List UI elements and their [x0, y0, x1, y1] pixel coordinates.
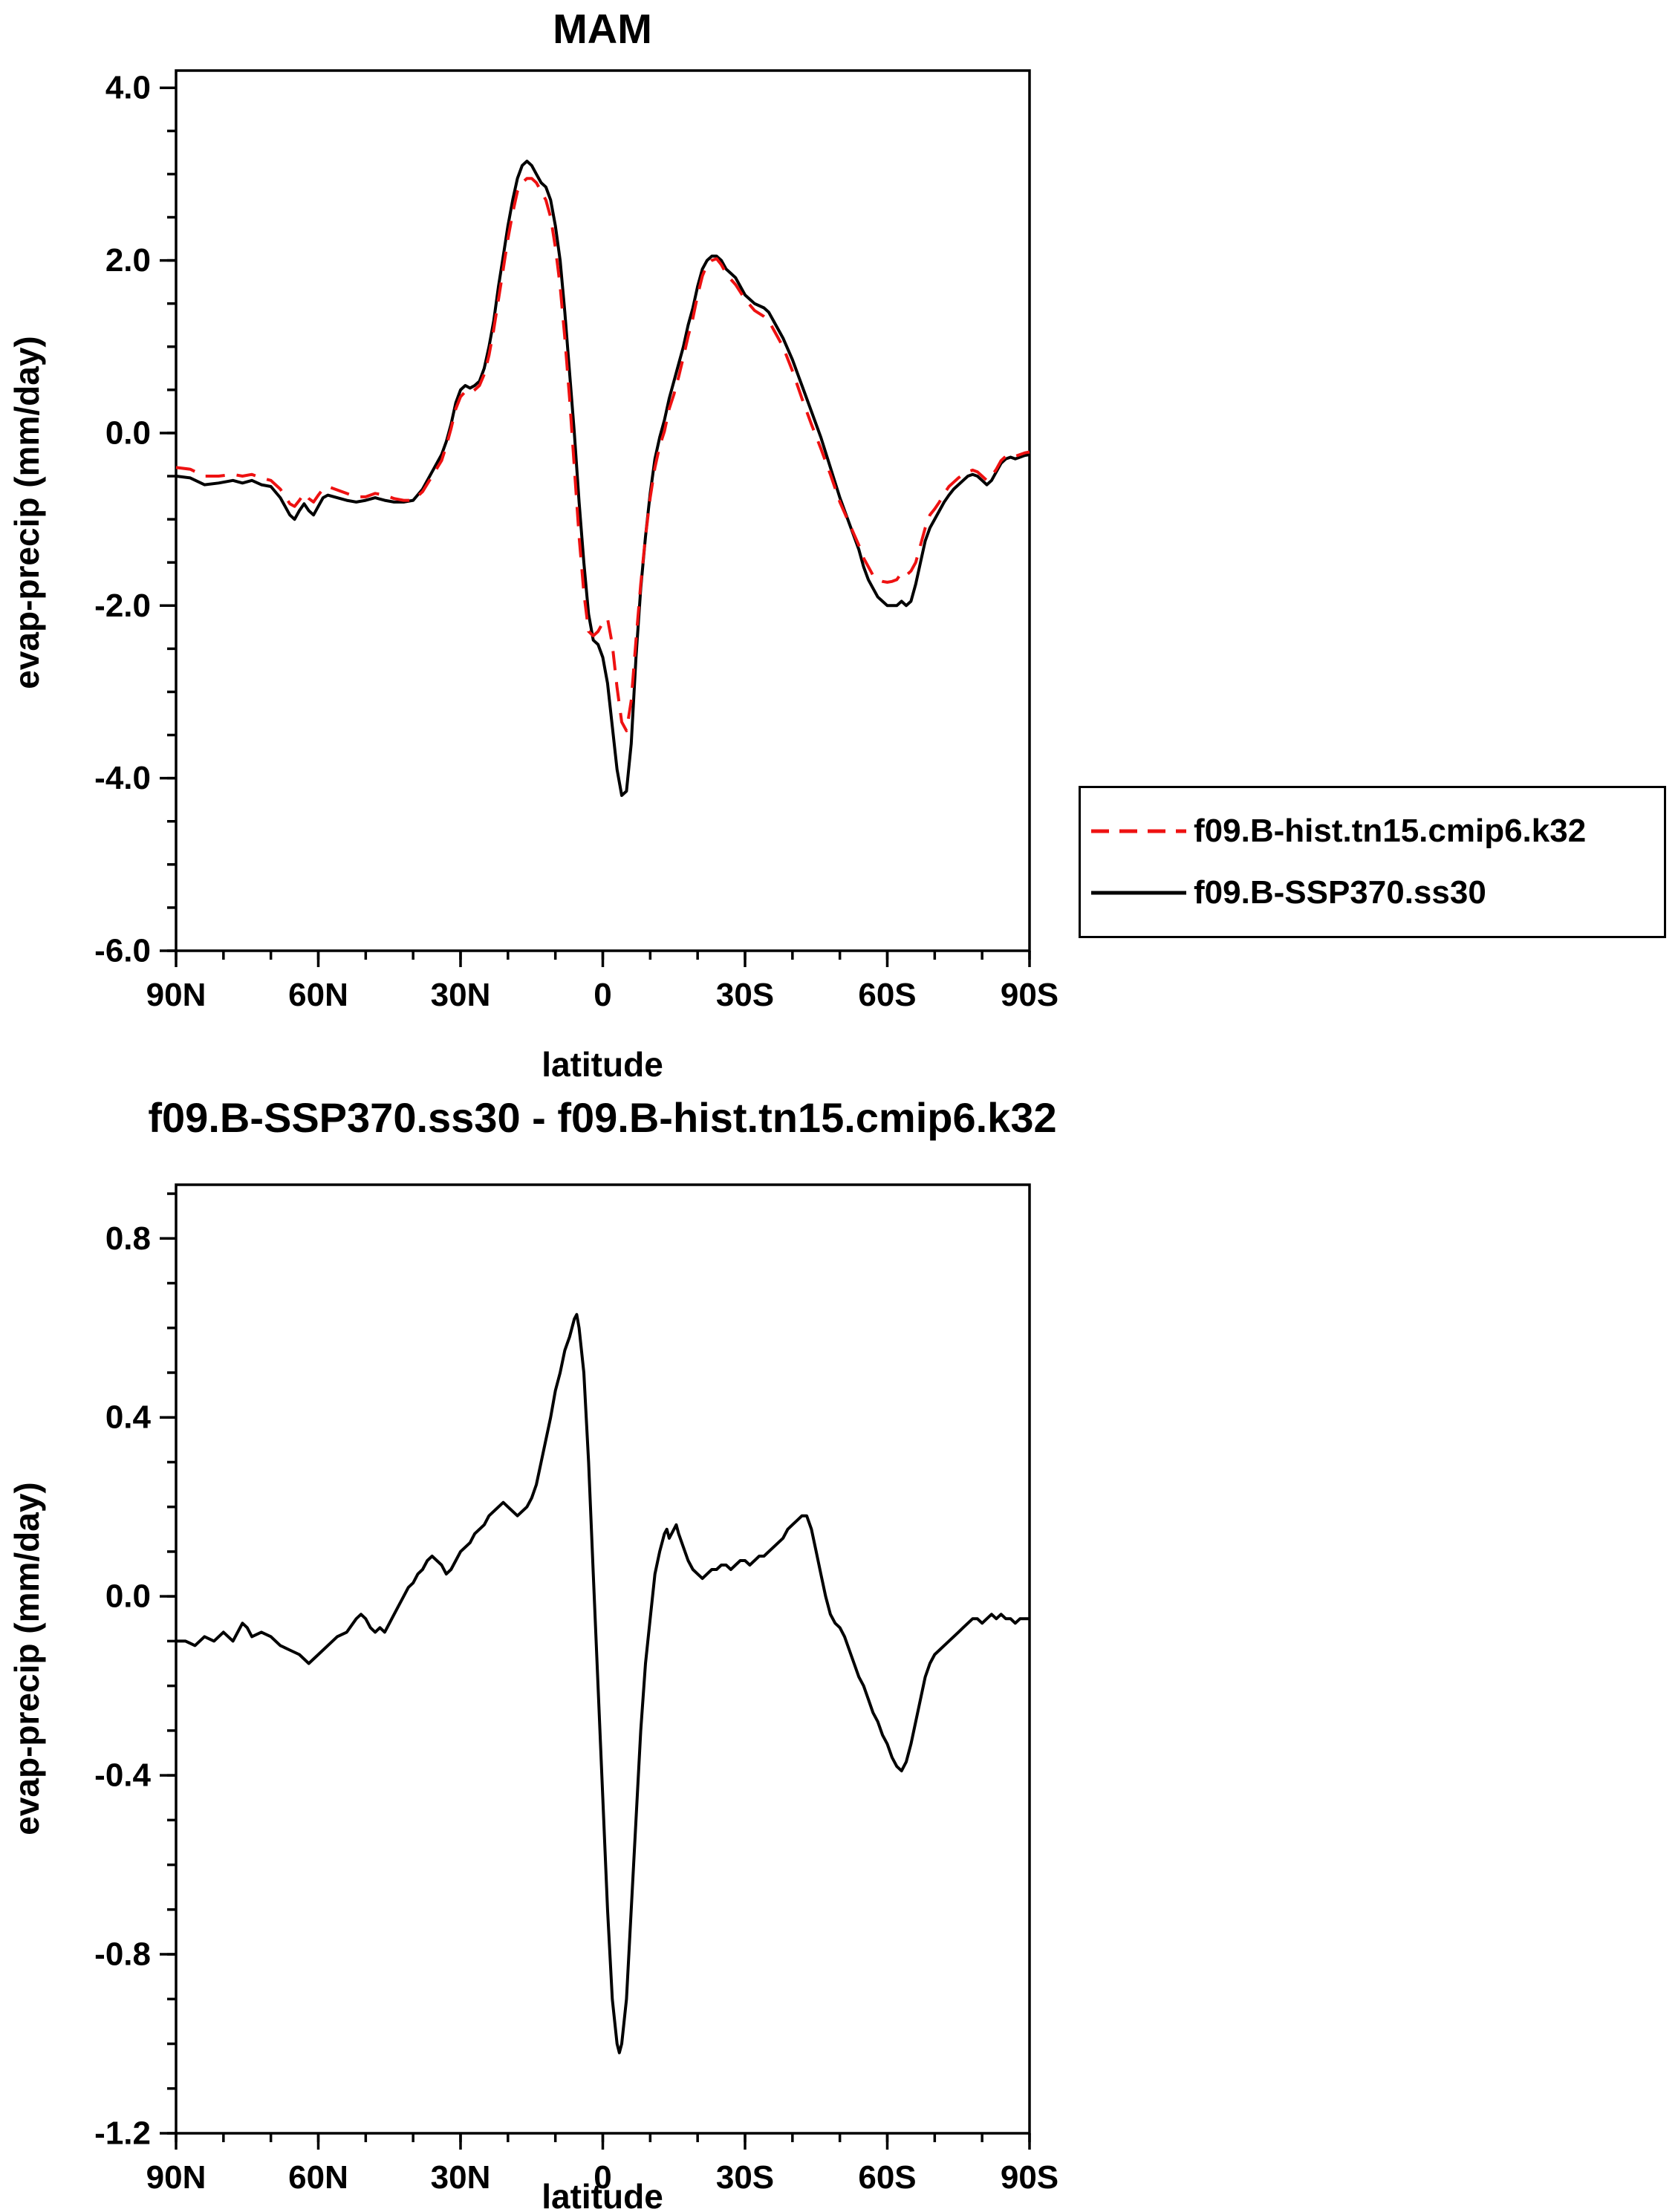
x-tick-label: 60S — [858, 977, 916, 1013]
chart1-x-axis-label: latitude — [542, 1045, 663, 1084]
y-tick-label: -4.0 — [94, 760, 151, 796]
x-tick-label: 60N — [288, 977, 348, 1013]
chart2-x-axis-label: latitude — [542, 2177, 663, 2212]
y-tick-label: -2.0 — [94, 588, 151, 624]
y-tick-label: 0.0 — [105, 1578, 151, 1615]
x-tick-label: 90N — [146, 977, 207, 1013]
y-tick-label: 0.4 — [105, 1399, 152, 1436]
y-tick-label: -0.4 — [94, 1757, 151, 1794]
y-tick-label: 4.0 — [105, 70, 151, 106]
y-tick-label: -6.0 — [94, 933, 151, 969]
chart2-title: f09.B-SSP370.ss30 - f09.B-hist.tn15.cmip… — [148, 1094, 1057, 1141]
series-line-solid — [176, 1312, 1030, 2055]
series-line-solid — [175, 160, 1030, 797]
legend-line-sample-dashed — [1091, 829, 1186, 833]
x-tick-label: 30N — [431, 977, 491, 1013]
x-tick-label: 30S — [716, 2159, 774, 2196]
y-tick-label: -0.8 — [94, 1936, 151, 1973]
x-tick-label: 60N — [288, 2159, 348, 2196]
legend-label-ssp370: f09.B-SSP370.ss30 — [1194, 874, 1486, 911]
legend-label-hist: f09.B-hist.tn15.cmip6.k32 — [1194, 813, 1587, 849]
y-tick-label: -1.2 — [94, 2115, 151, 2152]
x-tick-label: 60S — [858, 2159, 916, 2196]
y-tick-label: 2.0 — [105, 242, 151, 279]
x-tick-label: 90S — [1001, 977, 1058, 1013]
legend-line-sample-solid — [1091, 891, 1186, 895]
x-tick-label: 0 — [594, 977, 611, 1013]
plot-frame — [175, 69, 1031, 952]
y-tick-label: 0.8 — [105, 1220, 151, 1257]
x-tick-label: 30S — [716, 977, 774, 1013]
x-tick-label: 0 — [594, 2159, 611, 2196]
x-tick-label: 90S — [1001, 2159, 1058, 2196]
chart1-title: MAM — [553, 5, 652, 52]
legend-item-hist: f09.B-hist.tn15.cmip6.k32 — [1090, 813, 1664, 850]
y-tick-label: 0.0 — [105, 414, 151, 451]
chart2-y-axis-label: evap-precip (mm/day) — [7, 1482, 46, 1835]
series-line-dashed — [175, 177, 1030, 732]
legend: f09.B-hist.tn15.cmip6.k32 f09.B-SSP370.s… — [1079, 786, 1666, 938]
chart1-y-axis-label: evap-precip (mm/day) — [7, 336, 46, 689]
x-tick-label: 90N — [146, 2159, 207, 2196]
x-tick-label: 30N — [431, 2159, 491, 2196]
legend-item-ssp370: f09.B-SSP370.ss30 — [1090, 874, 1664, 911]
